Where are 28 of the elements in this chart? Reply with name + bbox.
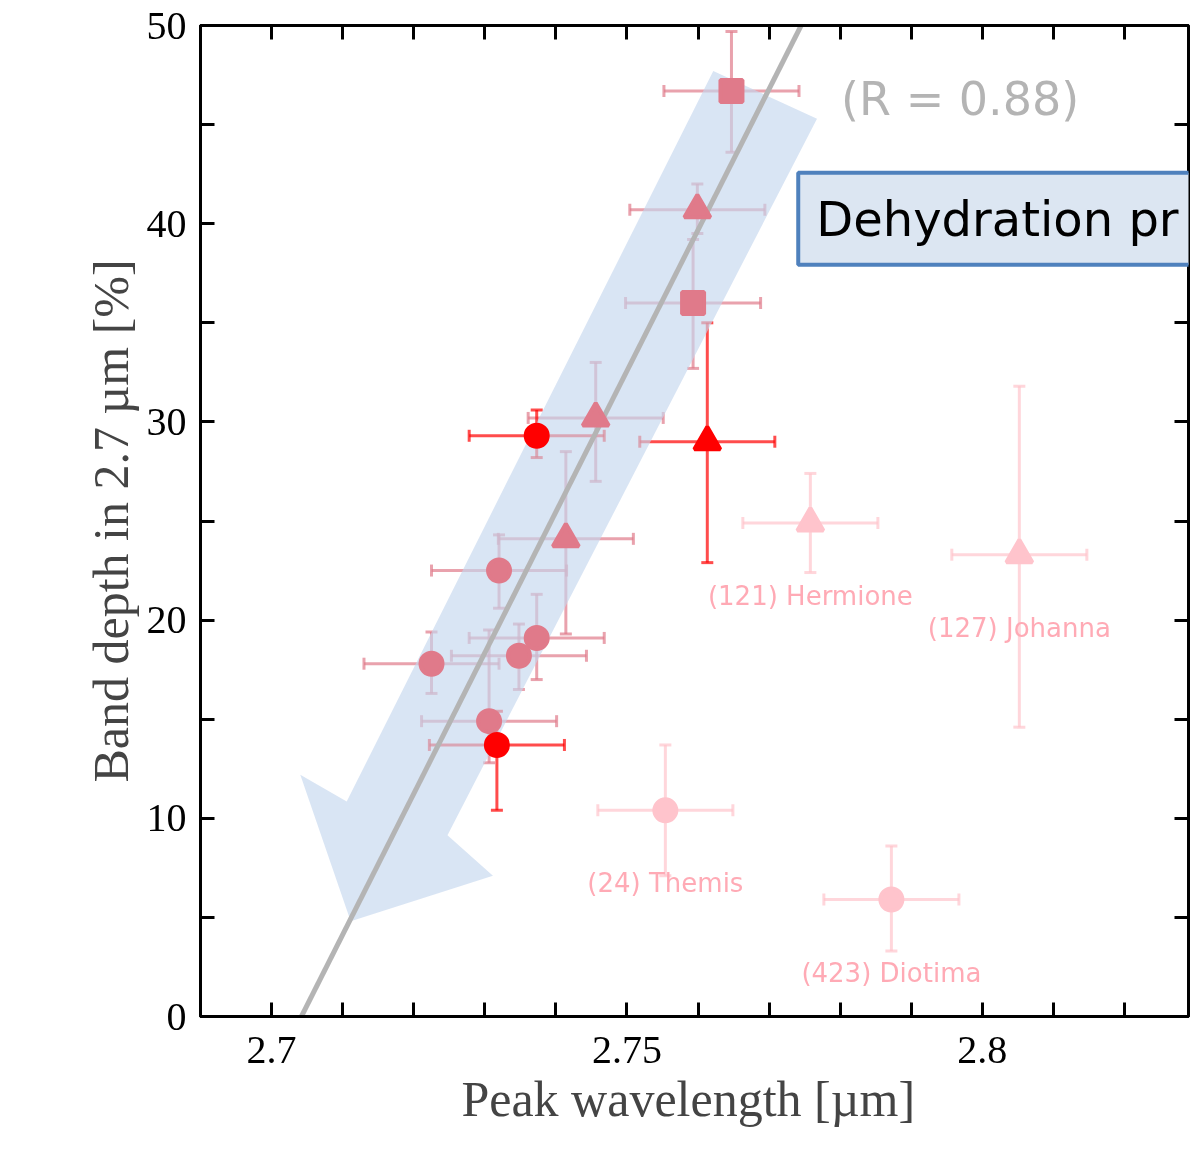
y-axis-title: Band depth in 2.7 µm [%] — [82, 259, 139, 783]
point — [680, 289, 707, 316]
x-tick-label: 2.7 — [246, 1026, 297, 1072]
point — [505, 642, 532, 669]
annotation: (121) Hermione — [707, 580, 913, 611]
point — [878, 886, 905, 913]
annotation: (127) Johanna — [927, 612, 1111, 643]
point — [476, 708, 503, 735]
y-tick-label: 0 — [166, 993, 187, 1039]
annotation: Dehydration pr — [816, 190, 1179, 247]
x-tick-label: 2.8 — [957, 1026, 1008, 1072]
x-tick-label: 2.75 — [591, 1026, 662, 1072]
point — [652, 797, 679, 824]
y-tick-label: 20 — [146, 597, 187, 643]
point — [523, 624, 550, 651]
x-axis-title: Peak wavelength [µm] — [461, 1070, 916, 1127]
y-tick-label: 10 — [146, 795, 187, 841]
y-tick-label: 50 — [146, 2, 187, 48]
point — [523, 422, 550, 449]
y-tick-label: 30 — [146, 398, 187, 444]
point — [483, 731, 510, 758]
series-label: (R = 0.88) — [841, 71, 1080, 126]
annotation: (423) Diotima — [801, 957, 982, 988]
point — [418, 650, 445, 677]
point — [486, 557, 513, 584]
y-tick-label: 40 — [146, 200, 187, 246]
annotation: (24) Themis — [587, 868, 744, 899]
point — [718, 77, 745, 104]
